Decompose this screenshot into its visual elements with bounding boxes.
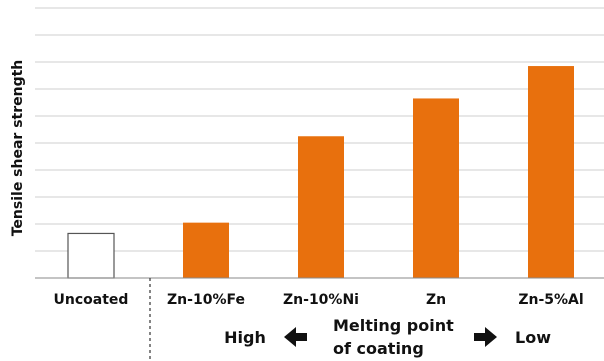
annotation-center-line2: of coating [333,339,424,358]
bars [67,66,574,279]
category-label: Zn [426,292,446,308]
category-labels: Uncoated Zn-10%Fe Zn-10%Ni Zn Zn-5%Al [54,292,584,308]
category-label: Zn-5%Al [518,292,583,308]
category-label: Zn-10%Ni [283,292,359,308]
arrow-left-icon [284,327,307,347]
bar-zn-10-ni [298,136,344,278]
annotation-right-label: Low [515,328,551,347]
bar-zn-5-al [528,66,574,278]
y-axis-label: Tensile shear strength [10,60,26,237]
bar-zn [413,98,459,278]
bar-zn-10-fe [183,222,229,278]
bar-uncoated [67,232,115,279]
category-label: Zn-10%Fe [167,292,245,308]
annotation-left-label: High [224,328,266,347]
arrow-right-icon [474,327,497,347]
annotation-center-line1: Melting point [333,316,454,335]
category-label: Uncoated [54,292,129,308]
